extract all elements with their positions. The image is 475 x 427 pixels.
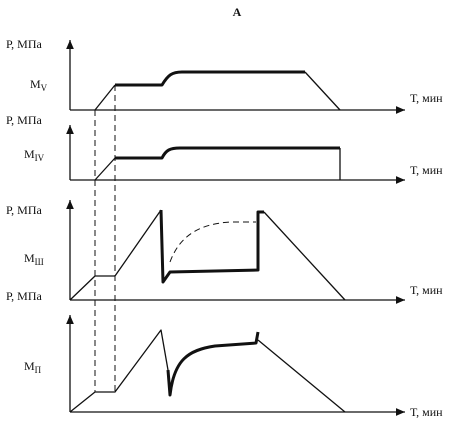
curve (69, 329, 169, 413)
curve-label: MШ (24, 251, 44, 267)
curve (115, 70, 305, 87)
curve (304, 71, 341, 111)
y-label: Р, МПа (6, 37, 43, 51)
panel: Р, МПа Т, мин MП (6, 289, 443, 419)
curve (115, 146, 340, 160)
y-label: Р, МПа (6, 113, 43, 127)
dashed-curve (169, 221, 256, 263)
curve (94, 157, 116, 181)
curve (166, 331, 260, 397)
curve (257, 339, 346, 413)
curve-label: MП (24, 359, 42, 375)
panel: Р, МПа Т, мин MШ (6, 200, 443, 304)
panel: Р, МПа Т, мин MV (6, 37, 443, 114)
curve (159, 209, 264, 284)
x-label: Т, мин (410, 283, 443, 297)
title: А (233, 5, 242, 19)
curve-label: MV (30, 77, 48, 93)
y-label: Р, МПа (6, 203, 43, 217)
x-label: Т, мин (410, 405, 443, 419)
curve (94, 84, 116, 111)
y-label: Р, МПа (6, 289, 43, 303)
x-label: Т, мин (410, 91, 443, 105)
x-label: Т, мин (410, 163, 443, 177)
panel: Р, МПа Т, мин MIV (6, 113, 443, 184)
curve (69, 209, 162, 301)
curve-label: MIV (24, 147, 45, 163)
curve (263, 211, 346, 301)
